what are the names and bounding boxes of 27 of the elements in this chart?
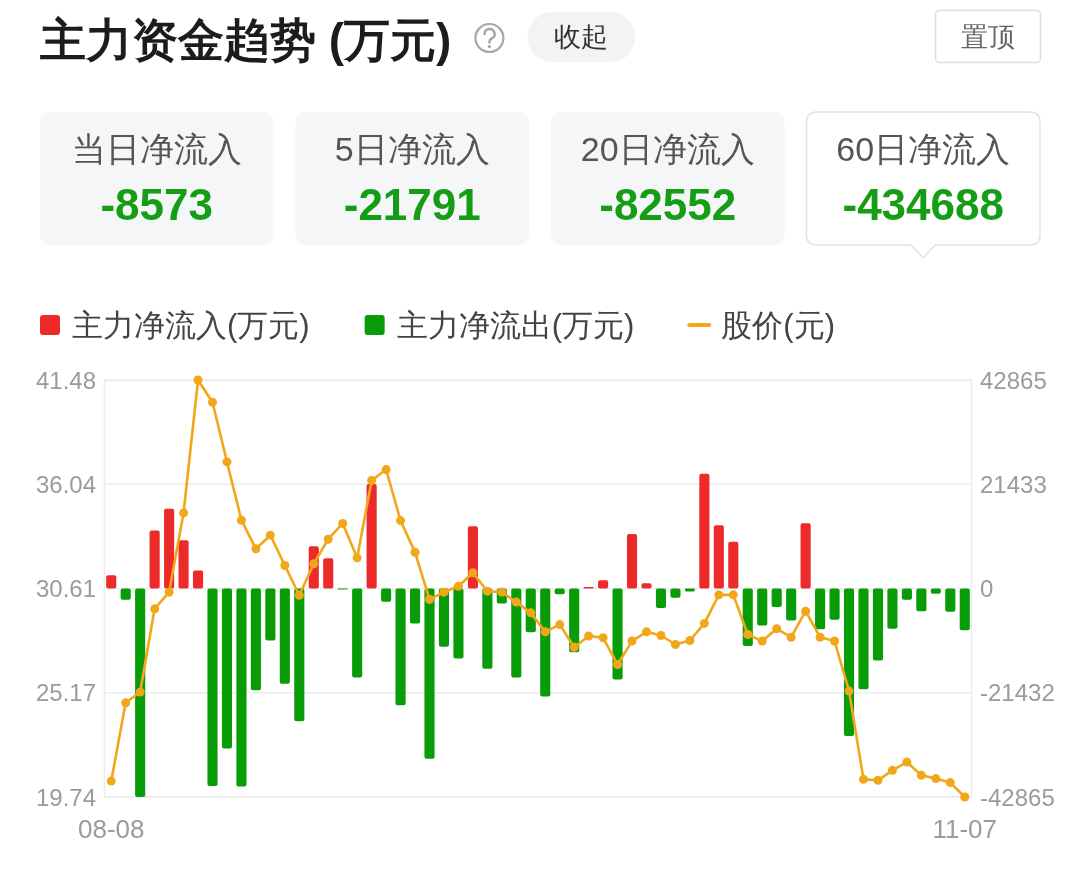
y2-tick-label: -21432 — [980, 679, 1055, 707]
card-value: -434688 — [842, 180, 1004, 229]
button: 置顶 — [934, 9, 1042, 64]
y2-tick-label: 0 — [980, 575, 994, 602]
card-label: 20日净流入 — [580, 130, 755, 168]
title: 主力资金趋势 (万元) — [40, 14, 452, 66]
card-value: -21791 — [343, 180, 481, 229]
y2-tick-label: -42865 — [980, 783, 1055, 811]
y-tick-label: 36.04 — [35, 470, 96, 498]
card-value: -82552 — [599, 180, 737, 229]
y-tick-label: 25.17 — [35, 679, 96, 707]
legend-item: 主力净流入(万元) — [40, 308, 310, 343]
button: 收起 — [527, 12, 636, 62]
x-tick-label: 08-08 — [77, 814, 145, 844]
y2-tick-label: 42865 — [980, 366, 1047, 394]
y-tick-label: 19.74 — [35, 783, 96, 811]
card-label: 当日净流入 — [71, 130, 242, 168]
y-tick-label: 30.61 — [35, 575, 96, 602]
card-label: 5日净流入 — [334, 130, 490, 168]
y-tick-label: 41.48 — [35, 366, 96, 394]
y2-tick-label: 21433 — [980, 470, 1047, 498]
card-label: 60日净流入 — [836, 130, 1011, 168]
card-value: -8573 — [100, 180, 213, 229]
legend-label: 股价(元) — [721, 308, 835, 343]
legend-item: 股价(元) — [687, 308, 835, 343]
legend-item: 主力净流出(万元) — [364, 308, 635, 343]
x-tick-label: 11-07 — [932, 814, 998, 844]
